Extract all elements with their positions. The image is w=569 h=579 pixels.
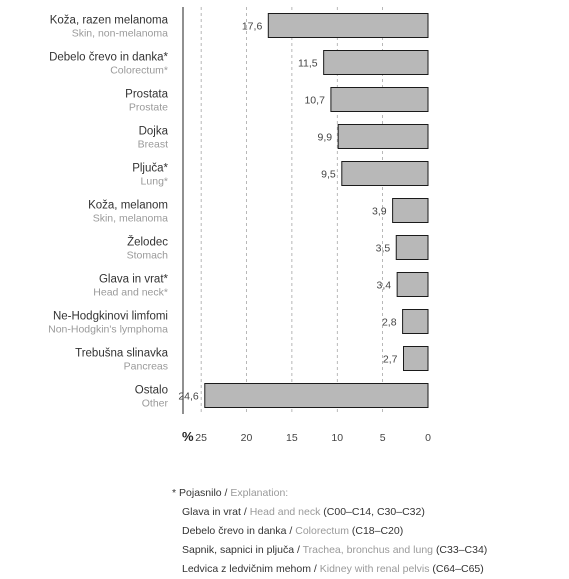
category-label-en: Other <box>142 398 169 410</box>
bar <box>330 87 429 112</box>
bar <box>402 309 429 334</box>
note-item-code: (C64–C65) <box>432 563 484 575</box>
note-item-code: (C33–C34) <box>435 544 488 556</box>
bar-value-label: 2,7 <box>383 354 398 366</box>
bar-value-label: 24,6 <box>178 391 199 403</box>
note-heading-en: Explanation: <box>230 487 289 499</box>
bar <box>267 13 429 38</box>
note-item-sl: Ledvica z ledvičnim mehom <box>182 563 311 575</box>
category-label-sl: Pljuča* <box>132 163 168 175</box>
category-label-sl: Ostalo <box>135 385 168 397</box>
note-item: Debelo črevo in danka / Colorectum (C18–… <box>182 525 404 537</box>
bar <box>341 161 429 186</box>
bar <box>403 346 429 371</box>
note-item-code: (C00–C14, C30–C32) <box>323 506 425 518</box>
category-label-en: Skin, melanoma <box>93 213 168 225</box>
category-label-sl: Dojka <box>139 126 169 138</box>
note-item-en: Trachea, bronchus and lung <box>302 544 434 556</box>
category-label-sl: Koža, razen melanoma <box>50 15 169 27</box>
category-label-en: Lung* <box>141 176 168 188</box>
category-label-en: Pancreas <box>124 361 168 373</box>
bar-value-label: 10,7 <box>304 95 325 107</box>
note-item-en: Head and neck <box>249 506 321 518</box>
category-label-en: Prostate <box>129 102 168 114</box>
x-tick-label: 25 <box>195 432 207 444</box>
x-tick-label: 15 <box>286 432 298 444</box>
category-label-sl: Prostata <box>125 89 168 101</box>
x-tick-label: 10 <box>331 432 343 444</box>
note-item-code: (C18–C20) <box>351 525 404 537</box>
category-label-sl: Trebušna slinavka <box>75 348 169 360</box>
bar <box>323 50 429 75</box>
note-item-sl: Debelo črevo in danka <box>182 525 287 537</box>
x-tick-label: 0 <box>425 432 431 444</box>
note-item: Glava in vrat / Head and neck (C00–C14, … <box>182 506 425 518</box>
bar-value-label: 9,9 <box>318 132 333 144</box>
category-label-sl: Glava in vrat* <box>99 274 169 286</box>
bar <box>396 272 429 297</box>
note-item-sl: Sapnik, sapnici in pljuča <box>182 544 295 556</box>
note-item: Sapnik, sapnici in pljuča / Trachea, bro… <box>182 544 488 556</box>
bar-value-label: 2,8 <box>382 317 397 329</box>
bar-value-label: 3,4 <box>377 280 392 292</box>
bar <box>204 383 429 408</box>
category-label-en: Non-Hodgkin's lymphoma <box>48 324 168 336</box>
explanation-note: * Pojasnilo / Explanation: Glava in vrat… <box>172 484 487 579</box>
note-heading-sl: Pojasnilo <box>179 487 222 499</box>
note-heading: * Pojasnilo / Explanation: <box>172 487 289 499</box>
bar <box>337 124 429 149</box>
category-label-sl: Debelo črevo in danka* <box>49 52 168 64</box>
category-label-en: Colorectum* <box>110 65 168 77</box>
x-tick-label: 20 <box>241 432 253 444</box>
category-label-sl: Koža, melanom <box>88 200 168 212</box>
bar <box>392 198 429 223</box>
category-label-en: Stomach <box>127 250 169 262</box>
category-label-sl: Želodec <box>127 236 168 249</box>
category-label-en: Breast <box>138 139 168 151</box>
note-item-sl: Glava in vrat <box>182 506 241 518</box>
note-item: Ledvica z ledvičnim mehom / Kidney with … <box>182 563 484 575</box>
axis-unit-label: % <box>182 429 194 444</box>
note-item-en: Kidney with renal pelvis <box>319 563 430 575</box>
category-label-en: Skin, non-melanoma <box>72 28 168 40</box>
category-label-en: Head and neck* <box>93 287 168 299</box>
bar-value-label: 3,9 <box>372 206 387 218</box>
bar-value-label: 11,5 <box>298 58 318 70</box>
note-heading-sep: / <box>221 487 231 499</box>
x-tick-label: 5 <box>380 432 386 444</box>
bar-value-label: 17,6 <box>242 21 263 33</box>
bar-value-label: 9,5 <box>321 169 336 181</box>
category-label-sl: Ne-Hodgkinovi limfomi <box>53 311 168 323</box>
bar-value-label: 3,5 <box>376 243 391 255</box>
note-item-en: Colorectum <box>295 525 349 537</box>
bar <box>395 235 429 260</box>
